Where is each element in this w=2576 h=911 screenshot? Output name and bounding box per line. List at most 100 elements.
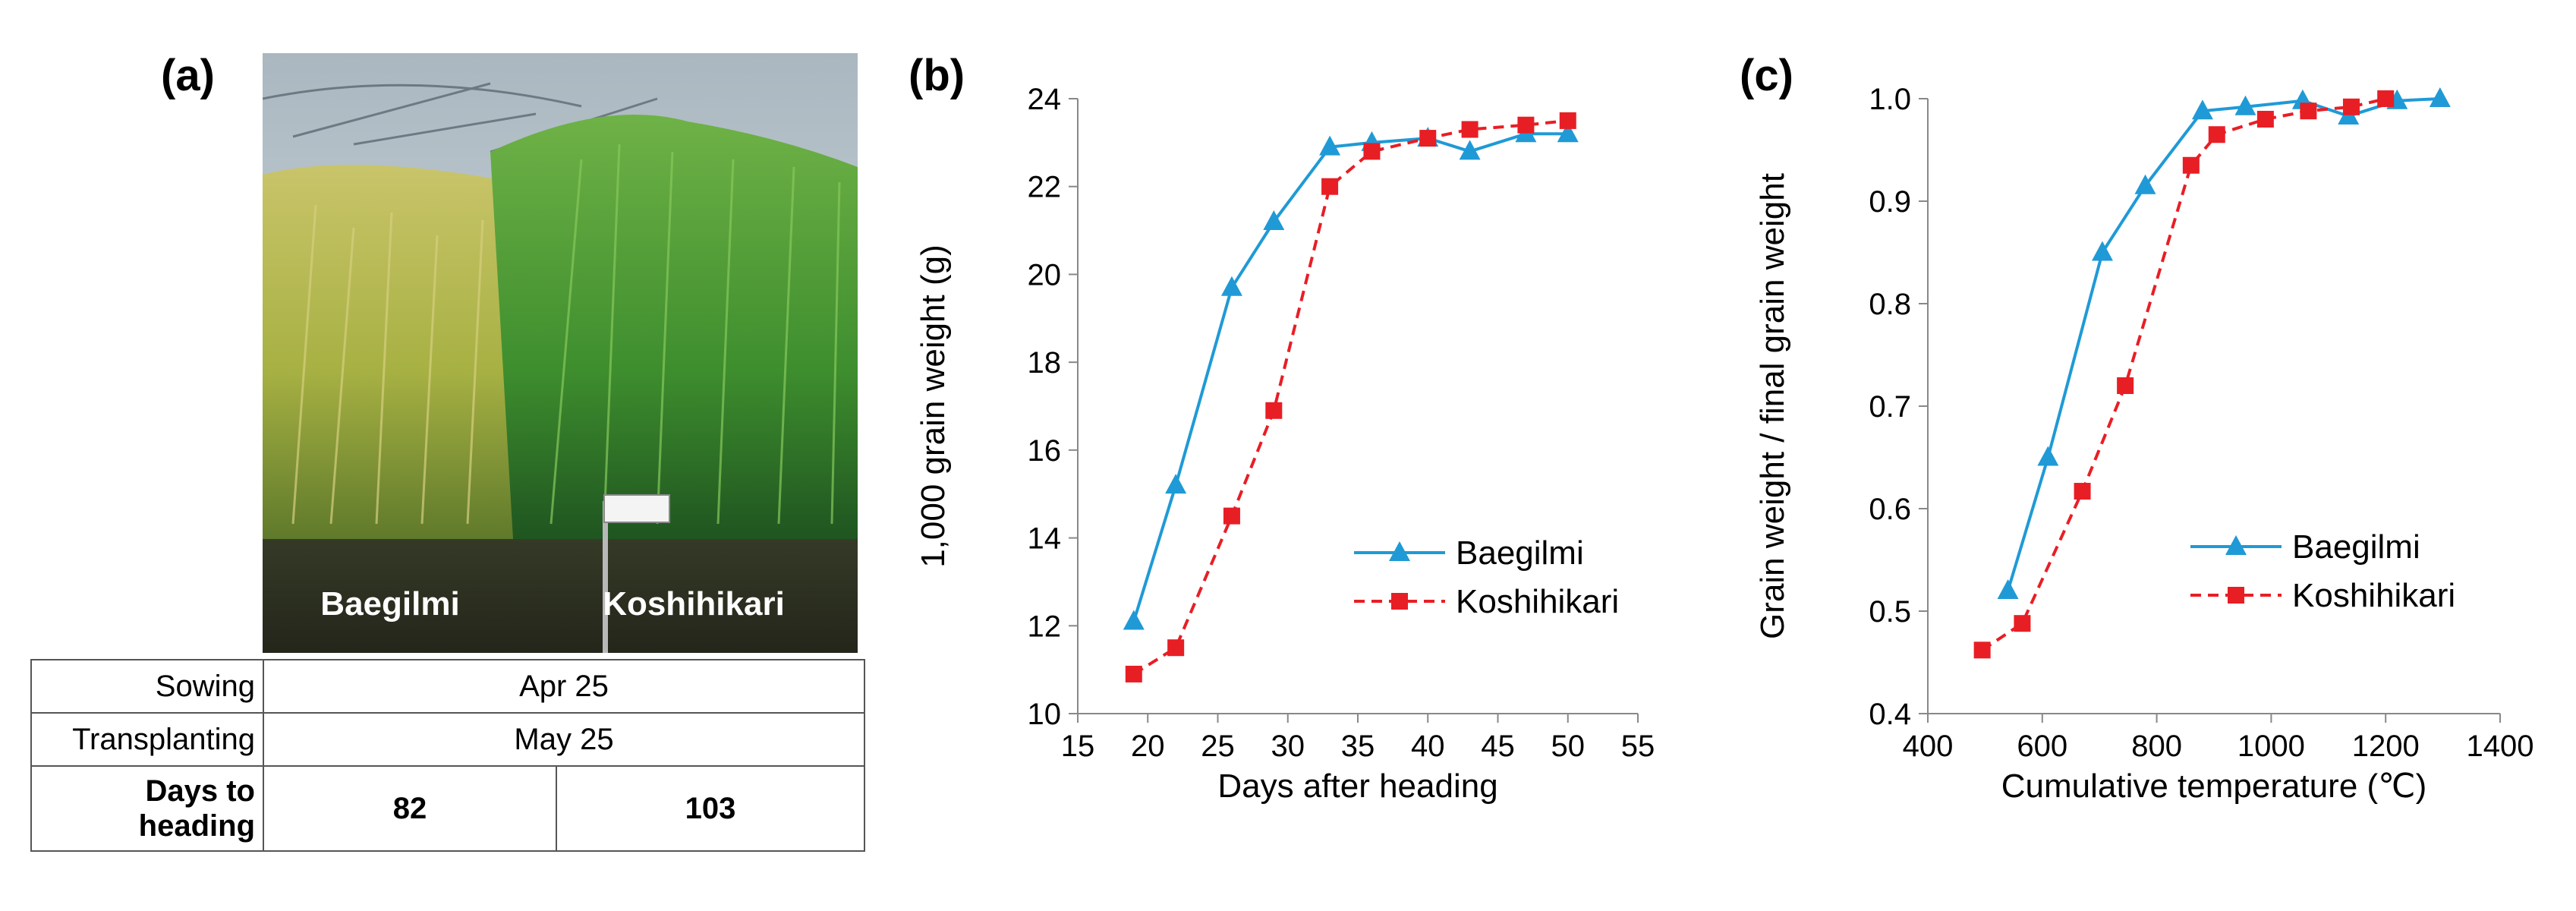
legend-label-koshihikari: Koshihikari [1456, 583, 1619, 620]
data-point-baegilmi [1557, 122, 1579, 143]
data-point-koshihikari [1223, 507, 1240, 525]
x-tick-label: 45 [1481, 730, 1515, 763]
y-tick-label: 12 [1028, 610, 1062, 643]
series-koshihikari [1973, 90, 2395, 659]
data-point-baegilmi [2234, 95, 2256, 115]
data-point-koshihikari [1461, 121, 1479, 138]
x-axis-title: Cumulative temperature (℃) [2001, 768, 2426, 805]
table-row-sowing: Sowing Apr 25 [30, 659, 865, 714]
data-point-koshihikari [1265, 402, 1283, 419]
data-point-koshihikari [1419, 130, 1437, 147]
x-tick-label: 20 [1131, 730, 1165, 763]
x-tick-label: 55 [1621, 730, 1655, 763]
data-point-baegilmi [1220, 276, 1242, 296]
series-line-koshihikari [1132, 118, 1568, 676]
transplanting-date: May 25 [263, 712, 865, 767]
data-point-baegilmi [2429, 87, 2451, 107]
data-point-koshihikari [2074, 483, 2091, 500]
legend-marker-koshihikari [2228, 587, 2244, 604]
legend-label-baegilmi: Baegilmi [2292, 528, 2420, 566]
series-line-baegilmi [1132, 132, 1568, 623]
y-tick-label: 0.6 [1869, 493, 1911, 526]
x-tick-label: 1200 [2352, 730, 2420, 763]
data-point-koshihikari [1167, 639, 1185, 657]
data-point-baegilmi [2191, 99, 2213, 120]
series-koshihikari [1125, 112, 1576, 682]
data-point-koshihikari [2342, 98, 2360, 115]
table-row-days-to-heading: Days to heading 82 103 [30, 765, 865, 852]
legend-label-koshihikari: Koshihikari [2292, 577, 2455, 614]
data-point-baegilmi [1997, 579, 2019, 599]
data-point-baegilmi [1263, 210, 1285, 230]
data-point-baegilmi [2091, 241, 2113, 261]
data-point-baegilmi [2134, 174, 2156, 194]
x-tick-label: 1000 [2237, 730, 2305, 763]
days-to-heading-baegilmi: 82 [263, 765, 557, 852]
photo-label-baegilmi: Baegilmi [320, 585, 459, 623]
data-point-baegilmi [1165, 474, 1187, 494]
y-tick-label: 0.5 [1869, 595, 1911, 629]
y-tick-label: 0.7 [1869, 390, 1911, 424]
sowing-date: Apr 25 [263, 659, 865, 714]
table-row-transplanting: Transplanting May 25 [30, 712, 865, 767]
y-tick-label: 16 [1028, 434, 1062, 468]
cultivation-table: Sowing Apr 25 Transplanting May 25 Days … [30, 659, 865, 852]
relative-grain-weight-chart: 0.4 0.5 0.6 0.7 0.8 0.9 1.0 400 600 800 1000 1200 14… [1754, 83, 2534, 805]
x-tick-label: 600 [2017, 730, 2067, 763]
y-tick-label: 10 [1028, 698, 1062, 731]
data-point-baegilmi [1123, 610, 1145, 630]
legend-label-baegilmi: Baegilmi [1456, 534, 1584, 572]
y-tick-label: 0.8 [1869, 288, 1911, 321]
y-tick-label: 14 [1028, 522, 1062, 556]
rice-field-photo: Baegilmi Koshihikari [263, 53, 858, 653]
y-tick-label: 0.9 [1869, 185, 1911, 219]
row-label-sowing: Sowing [30, 659, 264, 714]
x-tick-label: 40 [1411, 730, 1445, 763]
x-tick-label: 800 [2131, 730, 2182, 763]
x-axis-title: Days after heading [1217, 768, 1497, 805]
data-point-koshihikari [1973, 641, 1991, 659]
series-line-koshihikari [1981, 97, 2386, 651]
x-tick-label: 400 [1903, 730, 1954, 763]
y-tick-label: 24 [1028, 83, 1062, 116]
legend-marker-koshihikari [1391, 593, 1408, 610]
grain-weight-chart: 10 12 14 16 18 20 22 24 15 20 25 30 35 40 45 50 55 Days a… [915, 83, 1655, 805]
x-tick-label: 1400 [2467, 730, 2534, 763]
y-tick-label: 22 [1028, 171, 1062, 204]
data-point-koshihikari [2300, 102, 2317, 120]
series-baegilmi [1997, 87, 2451, 599]
legend-marker-baegilmi [2225, 535, 2247, 555]
data-point-koshihikari [1125, 665, 1142, 682]
y-tick-label: 0.4 [1869, 698, 1911, 731]
data-point-koshihikari [2117, 377, 2134, 394]
panel-label-a: (a) [161, 51, 215, 100]
panel-label-b: (b) [909, 51, 965, 100]
data-point-koshihikari [1321, 178, 1339, 195]
row-label-transplanting: Transplanting [30, 712, 264, 767]
data-point-baegilmi [1459, 140, 1481, 160]
data-point-koshihikari [2208, 126, 2225, 143]
x-tick-label: 30 [1271, 730, 1305, 763]
data-point-koshihikari [2014, 615, 2031, 632]
series-line-baegilmi [2006, 97, 2440, 591]
y-tick-label: 20 [1028, 258, 1062, 292]
data-point-baegilmi [2037, 446, 2059, 466]
x-tick-label: 15 [1061, 730, 1095, 763]
panel-label-c: (c) [1740, 51, 1793, 100]
x-tick-label: 50 [1551, 730, 1586, 763]
data-point-koshihikari [2256, 111, 2274, 128]
y-tick-label: 18 [1028, 346, 1062, 380]
x-tick-label: 35 [1341, 730, 1375, 763]
data-point-koshihikari [2182, 156, 2200, 174]
photo-label-koshihikari: Koshihikari [603, 585, 785, 623]
x-tick-label: 25 [1201, 730, 1235, 763]
data-point-koshihikari [1363, 143, 1381, 160]
data-point-koshihikari [2377, 90, 2395, 107]
days-to-heading-koshihikari: 103 [556, 765, 865, 852]
data-point-koshihikari [1517, 116, 1535, 134]
legend-marker-baegilmi [1389, 541, 1410, 561]
row-label-days-to-heading: Days to heading [30, 765, 264, 852]
data-point-baegilmi [1319, 135, 1341, 156]
y-tick-label: 1.0 [1869, 83, 1911, 116]
y-axis-title: 1,000 grain weight (g) [915, 244, 952, 568]
